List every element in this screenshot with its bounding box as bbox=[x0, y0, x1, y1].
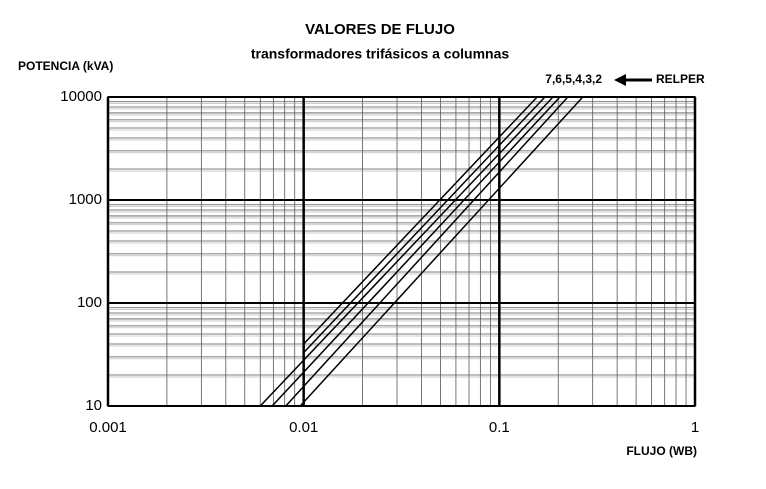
x-tick-label: 0.01 bbox=[289, 419, 318, 436]
chart-title: VALORES DE FLUJO bbox=[305, 21, 455, 38]
series-line bbox=[303, 96, 546, 354]
series-line bbox=[285, 96, 569, 407]
series-line bbox=[259, 96, 554, 407]
y-tick-label: 10 bbox=[85, 397, 102, 414]
series-line bbox=[271, 96, 561, 407]
series-line bbox=[299, 96, 584, 407]
plot-frame bbox=[107, 96, 696, 407]
x-tick-label: 1 bbox=[691, 419, 699, 436]
y-axis-label: POTENCIA (kVA) bbox=[18, 59, 113, 73]
x-tick-label: 0.001 bbox=[89, 419, 127, 436]
x-axis-label: FLUJO (WB) bbox=[626, 444, 697, 458]
arrow bbox=[614, 74, 652, 86]
annotation: RELPER bbox=[656, 72, 705, 86]
x-tick-label: 0.1 bbox=[489, 419, 510, 436]
y-tick-label: 10000 bbox=[60, 88, 102, 105]
annotation: 7,6,5,4,3,2 bbox=[545, 72, 602, 86]
y-tick-label: 1000 bbox=[69, 191, 102, 208]
chart-subtitle: transformadores trifásicos a columnas bbox=[251, 46, 510, 62]
series-line bbox=[303, 96, 538, 345]
y-tick-label: 100 bbox=[77, 294, 102, 311]
